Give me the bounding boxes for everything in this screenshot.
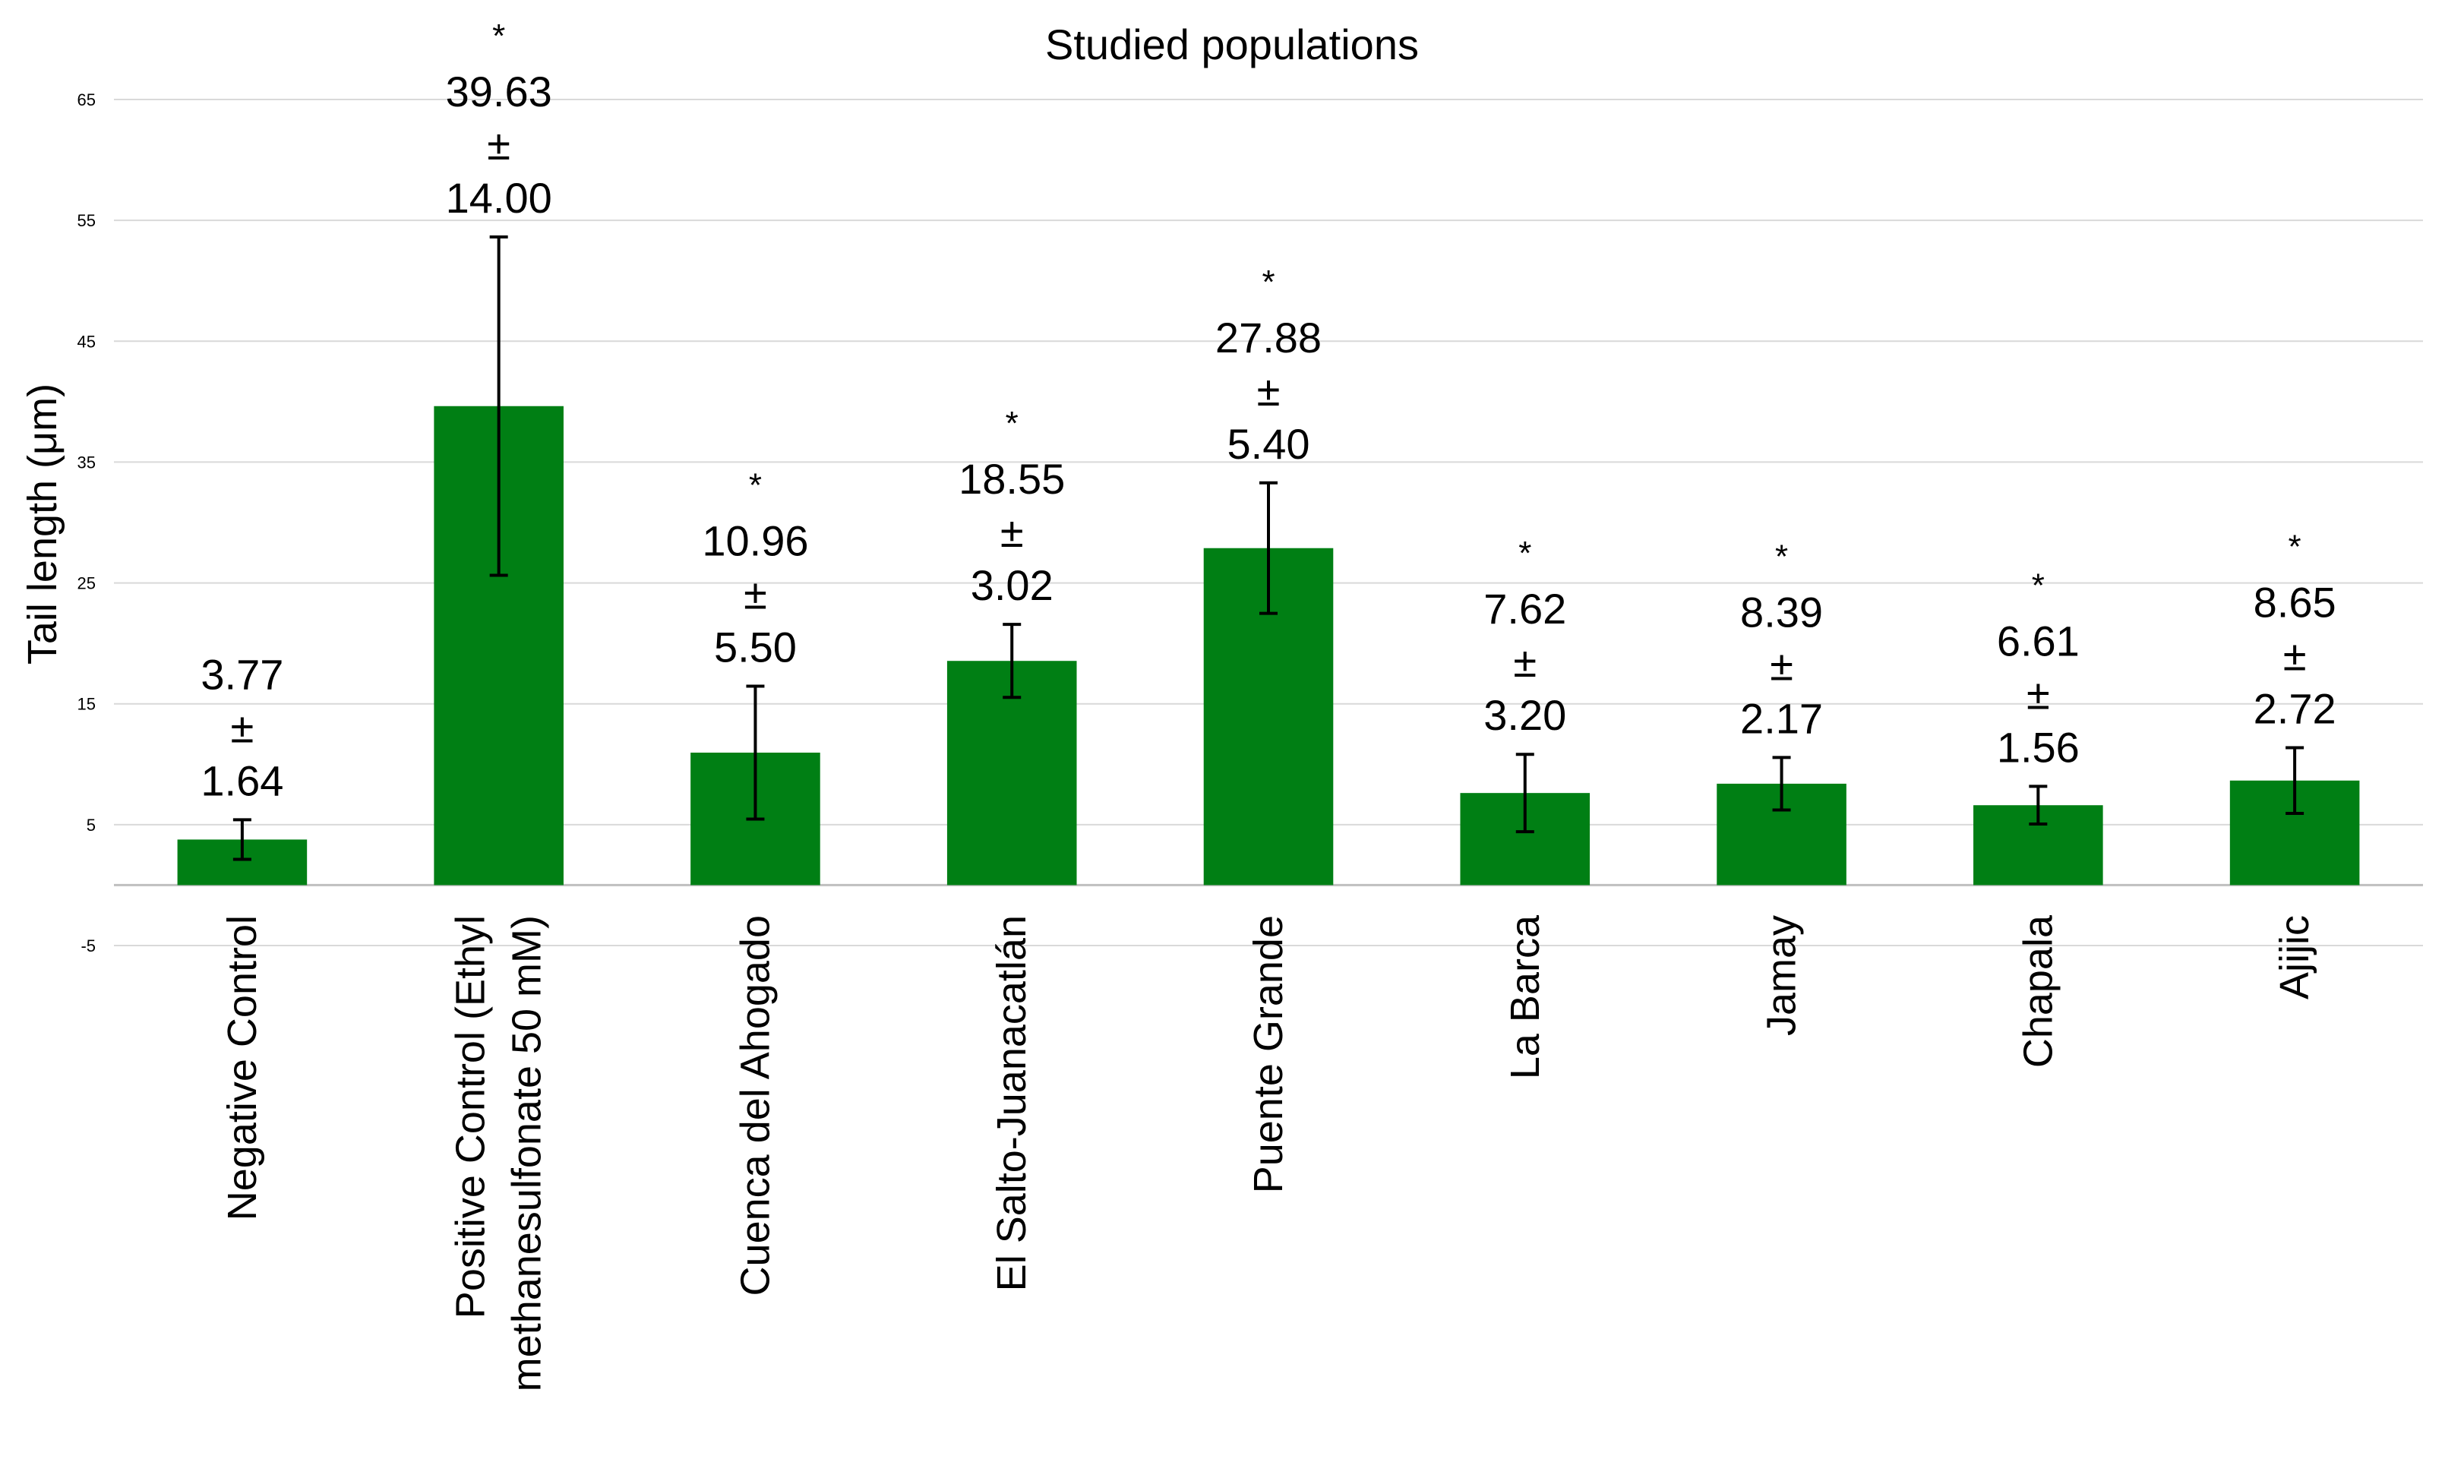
- y-tick-label: 5: [87, 816, 96, 835]
- significance-star: *: [1006, 405, 1019, 442]
- x-tick-label: Positive Control (Ethyl: [448, 915, 494, 1318]
- plus-minus-label: ±: [1257, 367, 1281, 415]
- x-tick-label: La Barca: [1502, 914, 1548, 1079]
- x-tick-label: Ajijic: [2272, 915, 2317, 999]
- significance-star: *: [1518, 535, 1531, 572]
- value-label: 39.63: [446, 68, 552, 115]
- plus-minus-label: ±: [1000, 508, 1024, 556]
- value-label: 6.61: [1997, 617, 2080, 665]
- y-axis-title: Tail length (μm): [20, 384, 65, 665]
- value-label: 8.39: [1740, 588, 1823, 636]
- data-labels: 1.64 ±3.77 14.00 ±39.63 * 5.50 ±10.96 * 3.02 ±18.…: [201, 17, 2336, 804]
- significance-star: *: [492, 17, 505, 55]
- x-tick-label: Puente Grande: [1246, 915, 1291, 1193]
- error-label: 14.00: [446, 174, 552, 222]
- plus-minus-label: ±: [1770, 641, 1793, 689]
- y-tick-label: 65: [77, 90, 96, 109]
- significance-star: *: [1775, 538, 1788, 575]
- error-label: 5.50: [714, 623, 797, 671]
- error-label: 2.17: [1740, 694, 1823, 742]
- value-label: 7.62: [1483, 585, 1566, 633]
- significance-star: *: [2032, 567, 2045, 604]
- x-tick-label: methanesulfonate 50 mM): [504, 915, 550, 1391]
- value-label: 3.77: [201, 650, 283, 698]
- value-label: 18.55: [959, 455, 1065, 503]
- value-label: 10.96: [702, 516, 808, 564]
- y-tick-label: 25: [77, 574, 96, 593]
- plus-minus-label: ±: [1513, 638, 1537, 686]
- x-axis-tick-labels: Negative Control Positive Control (Ethyl m…: [220, 914, 2317, 1391]
- error-label: 1.56: [1997, 723, 2080, 771]
- significance-star: *: [1262, 264, 1275, 301]
- x-tick-label: Chapala: [2015, 914, 2061, 1068]
- bars: [177, 406, 2360, 886]
- plus-minus-label: ±: [2283, 631, 2307, 679]
- x-tick-label: Cuenca del Ahogado: [732, 915, 778, 1296]
- error-label: 3.02: [971, 561, 1054, 609]
- error-label: 5.40: [1227, 420, 1310, 468]
- y-tick-label: 15: [77, 695, 96, 714]
- x-tick-label: Negative Control: [220, 915, 265, 1220]
- y-tick-label: -5: [81, 936, 96, 955]
- y-tick-label: 55: [77, 211, 96, 230]
- significance-star: *: [2289, 528, 2301, 565]
- plus-minus-label: ±: [487, 121, 510, 169]
- x-tick-label: Jamay: [1759, 915, 1805, 1036]
- y-tick-label: 45: [77, 332, 96, 351]
- error-label: 1.64: [201, 756, 283, 804]
- y-tick-label: 35: [77, 453, 96, 472]
- plus-minus-label: ±: [231, 703, 254, 751]
- plus-minus-label: ±: [744, 570, 767, 617]
- error-bars: [232, 235, 2304, 861]
- value-label: 27.88: [1215, 314, 1322, 362]
- plus-minus-label: ±: [2026, 670, 2050, 718]
- error-label: 2.72: [2254, 684, 2336, 732]
- chart-title: Studied populations: [1045, 21, 1419, 68]
- significance-star: *: [749, 466, 762, 504]
- error-label: 3.20: [1483, 691, 1566, 739]
- value-label: 8.65: [2254, 578, 2336, 626]
- y-axis-tick-labels: -5 5 15 25 35 45 55 65: [77, 90, 96, 955]
- x-tick-label: El Salto-Juanacatlán: [989, 915, 1035, 1291]
